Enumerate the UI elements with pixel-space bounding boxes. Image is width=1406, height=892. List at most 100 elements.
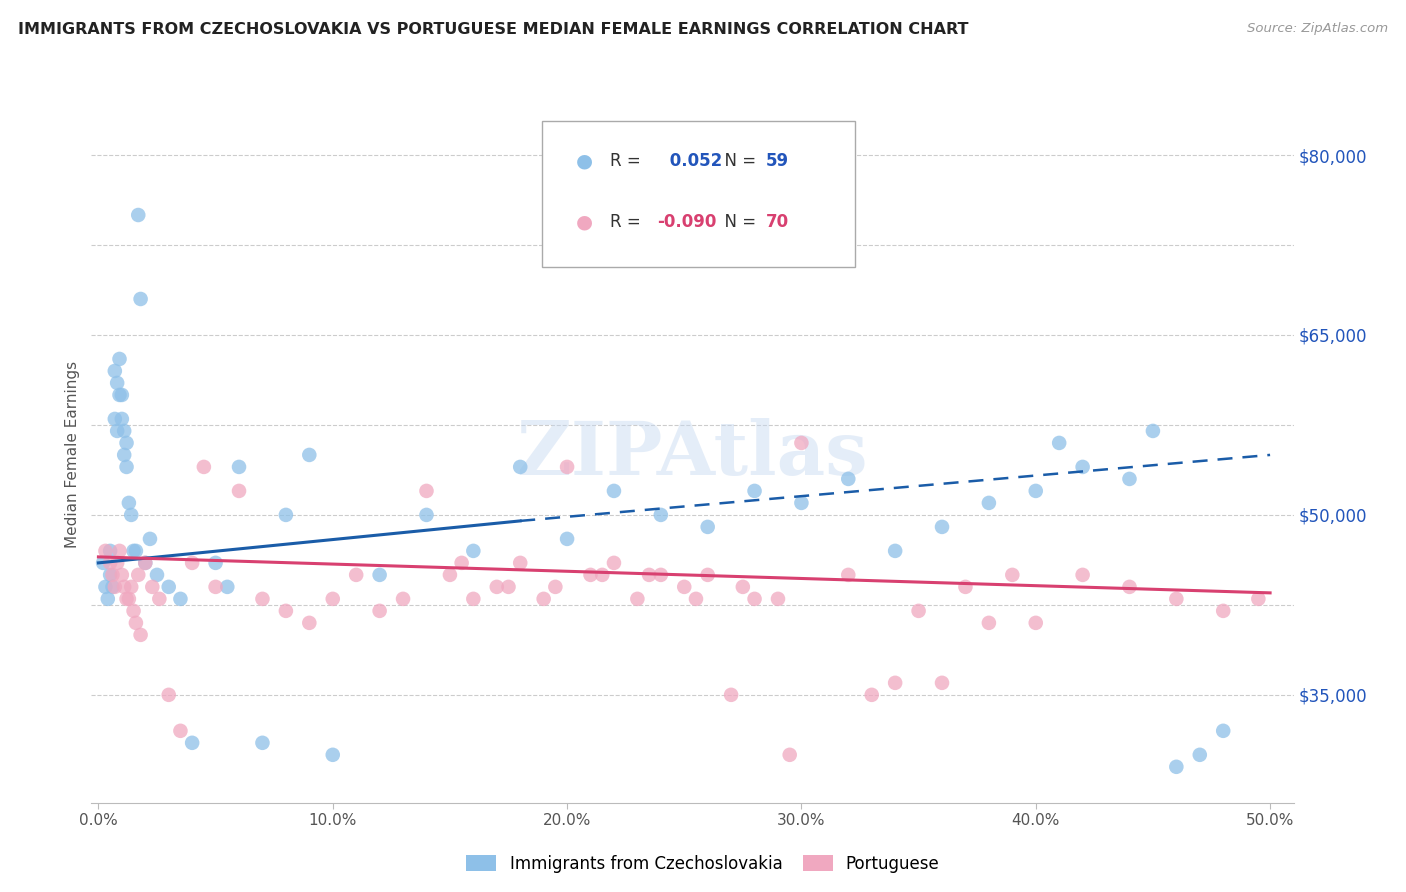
Point	[368, 604, 391, 618]
Point	[193, 459, 215, 474]
Point	[860, 688, 883, 702]
Point	[1212, 604, 1234, 618]
Point	[685, 591, 707, 606]
Point	[744, 483, 766, 498]
Point	[98, 544, 121, 558]
Point	[127, 208, 149, 222]
Point	[498, 580, 520, 594]
Point	[112, 448, 135, 462]
Point	[579, 567, 602, 582]
Point	[1047, 436, 1070, 450]
Point	[837, 567, 859, 582]
Point	[274, 604, 297, 618]
Point	[790, 436, 813, 450]
Text: ●: ●	[576, 152, 593, 170]
Point	[884, 676, 907, 690]
Point	[1118, 580, 1140, 594]
Point	[252, 591, 274, 606]
Point	[228, 483, 250, 498]
Point	[91, 556, 114, 570]
Text: 59: 59	[766, 153, 789, 170]
Point	[105, 376, 128, 390]
Point	[94, 580, 117, 594]
Point	[115, 459, 138, 474]
Point	[141, 580, 163, 594]
Point	[731, 580, 754, 594]
Point	[104, 364, 127, 378]
Point	[104, 580, 127, 594]
Point	[603, 483, 626, 498]
Point	[673, 580, 696, 594]
Point	[1188, 747, 1211, 762]
Point	[931, 520, 953, 534]
Point	[97, 591, 120, 606]
Point	[298, 615, 321, 630]
Point	[837, 472, 859, 486]
Point	[392, 591, 415, 606]
Point	[94, 544, 117, 558]
Point	[591, 567, 613, 582]
Point	[555, 532, 578, 546]
Point	[368, 567, 391, 582]
Point	[105, 556, 128, 570]
Point	[122, 604, 145, 618]
Point	[134, 556, 156, 570]
Point	[322, 747, 344, 762]
Text: R =: R =	[610, 153, 645, 170]
Point	[125, 615, 148, 630]
Point	[298, 448, 321, 462]
Point	[1212, 723, 1234, 738]
Point	[148, 591, 170, 606]
Point	[101, 580, 124, 594]
Text: Source: ZipAtlas.com: Source: ZipAtlas.com	[1247, 22, 1388, 36]
Point	[603, 556, 626, 570]
Point	[1071, 459, 1094, 474]
Point	[111, 412, 134, 426]
Point	[463, 544, 485, 558]
Legend: Immigrants from Czechoslovakia, Portuguese: Immigrants from Czechoslovakia, Portugue…	[460, 848, 946, 880]
Point	[108, 388, 131, 402]
Point	[274, 508, 297, 522]
Point	[108, 351, 131, 366]
Point	[157, 580, 180, 594]
Point	[129, 628, 152, 642]
Text: N =: N =	[714, 213, 762, 231]
Point	[779, 747, 801, 762]
Point	[139, 532, 162, 546]
Point	[157, 688, 180, 702]
Point	[129, 292, 152, 306]
Point	[977, 496, 1000, 510]
Point	[181, 736, 204, 750]
Text: 70: 70	[766, 213, 789, 231]
Point	[415, 508, 437, 522]
Point	[931, 676, 953, 690]
Point	[1001, 567, 1024, 582]
Point	[127, 567, 149, 582]
Point	[111, 567, 134, 582]
Point	[118, 591, 141, 606]
Point	[125, 544, 148, 558]
Point	[450, 556, 472, 570]
Point	[228, 459, 250, 474]
Point	[252, 736, 274, 750]
Point	[146, 567, 169, 582]
Point	[204, 556, 226, 570]
Point	[217, 580, 239, 594]
FancyBboxPatch shape	[543, 121, 855, 267]
Point	[101, 567, 124, 582]
Point	[322, 591, 344, 606]
Point	[485, 580, 508, 594]
Point	[544, 580, 567, 594]
Point	[344, 567, 367, 582]
Point	[181, 556, 204, 570]
Text: 0.052: 0.052	[664, 153, 721, 170]
Point	[112, 424, 135, 438]
Text: N =: N =	[714, 153, 762, 170]
Point	[98, 567, 121, 582]
Text: ●: ●	[576, 212, 593, 231]
Point	[115, 591, 138, 606]
Point	[907, 604, 929, 618]
Point	[112, 580, 135, 594]
Point	[790, 496, 813, 510]
Point	[204, 580, 226, 594]
